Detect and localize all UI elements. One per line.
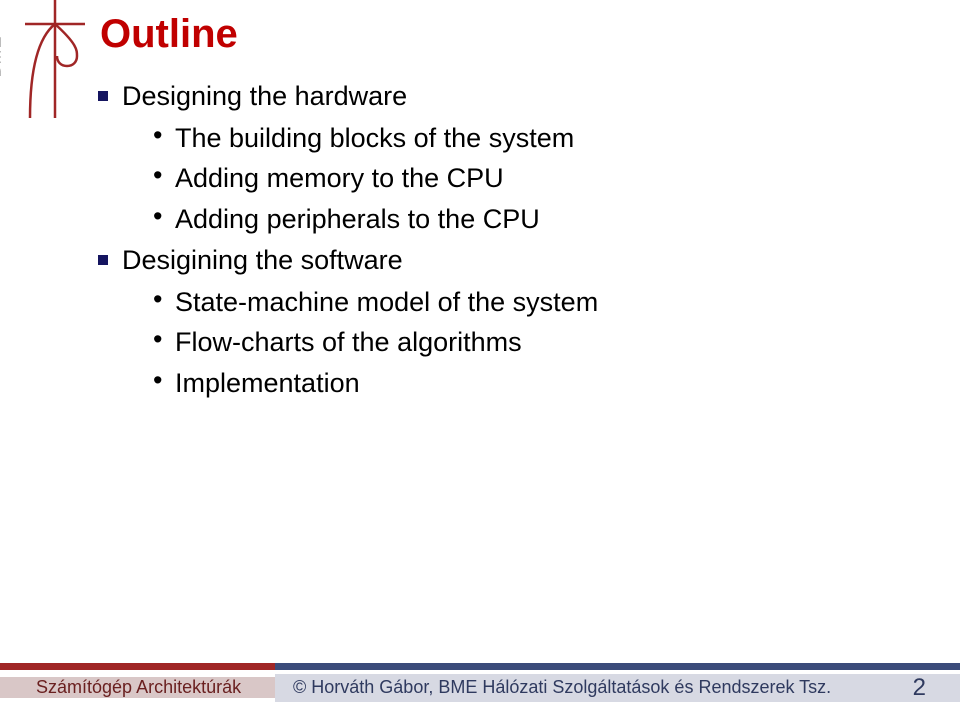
footer: Számítógép Architektúrák © Horváth Gábor… [0, 663, 960, 705]
logo-label: BME [0, 35, 6, 77]
bullet-level1: Designing the hardware [100, 75, 910, 118]
page-number: 2 [913, 674, 926, 702]
footer-copyright: © Horváth Gábor, BME Hálózati Szolgáltat… [293, 677, 831, 698]
bullet-level2-label: Adding peripherals to the CPU [175, 202, 540, 237]
slide-content: Designing the hardware The building block… [100, 75, 910, 403]
square-bullet-icon [98, 91, 108, 101]
bullet-level2: Flow-charts of the algorithms [155, 322, 910, 363]
slide-title: Outline [100, 12, 238, 57]
footer-right: © Horváth Gábor, BME Hálózati Szolgáltat… [275, 674, 960, 702]
bullet-level2-label: Implementation [175, 366, 360, 401]
footer-left-text: Számítógép Architektúrák [36, 677, 241, 697]
bullet-level1-label: Desigining the software [122, 243, 403, 278]
bullet-level2: Adding memory to the CPU [155, 158, 910, 199]
bullet-level2-label: The building blocks of the system [175, 121, 574, 156]
bullet-level1-label: Designing the hardware [122, 79, 407, 114]
bullet-level2: Implementation [155, 363, 910, 404]
bme-logo-icon [25, 0, 87, 118]
bullet-level2-label: Adding memory to the CPU [175, 161, 504, 196]
footer-left: Számítógép Architektúrák [0, 677, 275, 698]
footer-bar-left [0, 663, 275, 670]
bullet-level2-label: State-machine model of the system [175, 285, 598, 320]
bullet-level2: Adding peripherals to the CPU [155, 199, 910, 240]
bullet-level2-label: Flow-charts of the algorithms [175, 325, 522, 360]
square-bullet-icon [98, 255, 108, 265]
bullet-level1: Desigining the software [100, 239, 910, 282]
logo-area: BME [0, 0, 85, 120]
bullet-level2: The building blocks of the system [155, 118, 910, 159]
footer-bar-right [275, 663, 960, 670]
bullet-level2: State-machine model of the system [155, 282, 910, 323]
